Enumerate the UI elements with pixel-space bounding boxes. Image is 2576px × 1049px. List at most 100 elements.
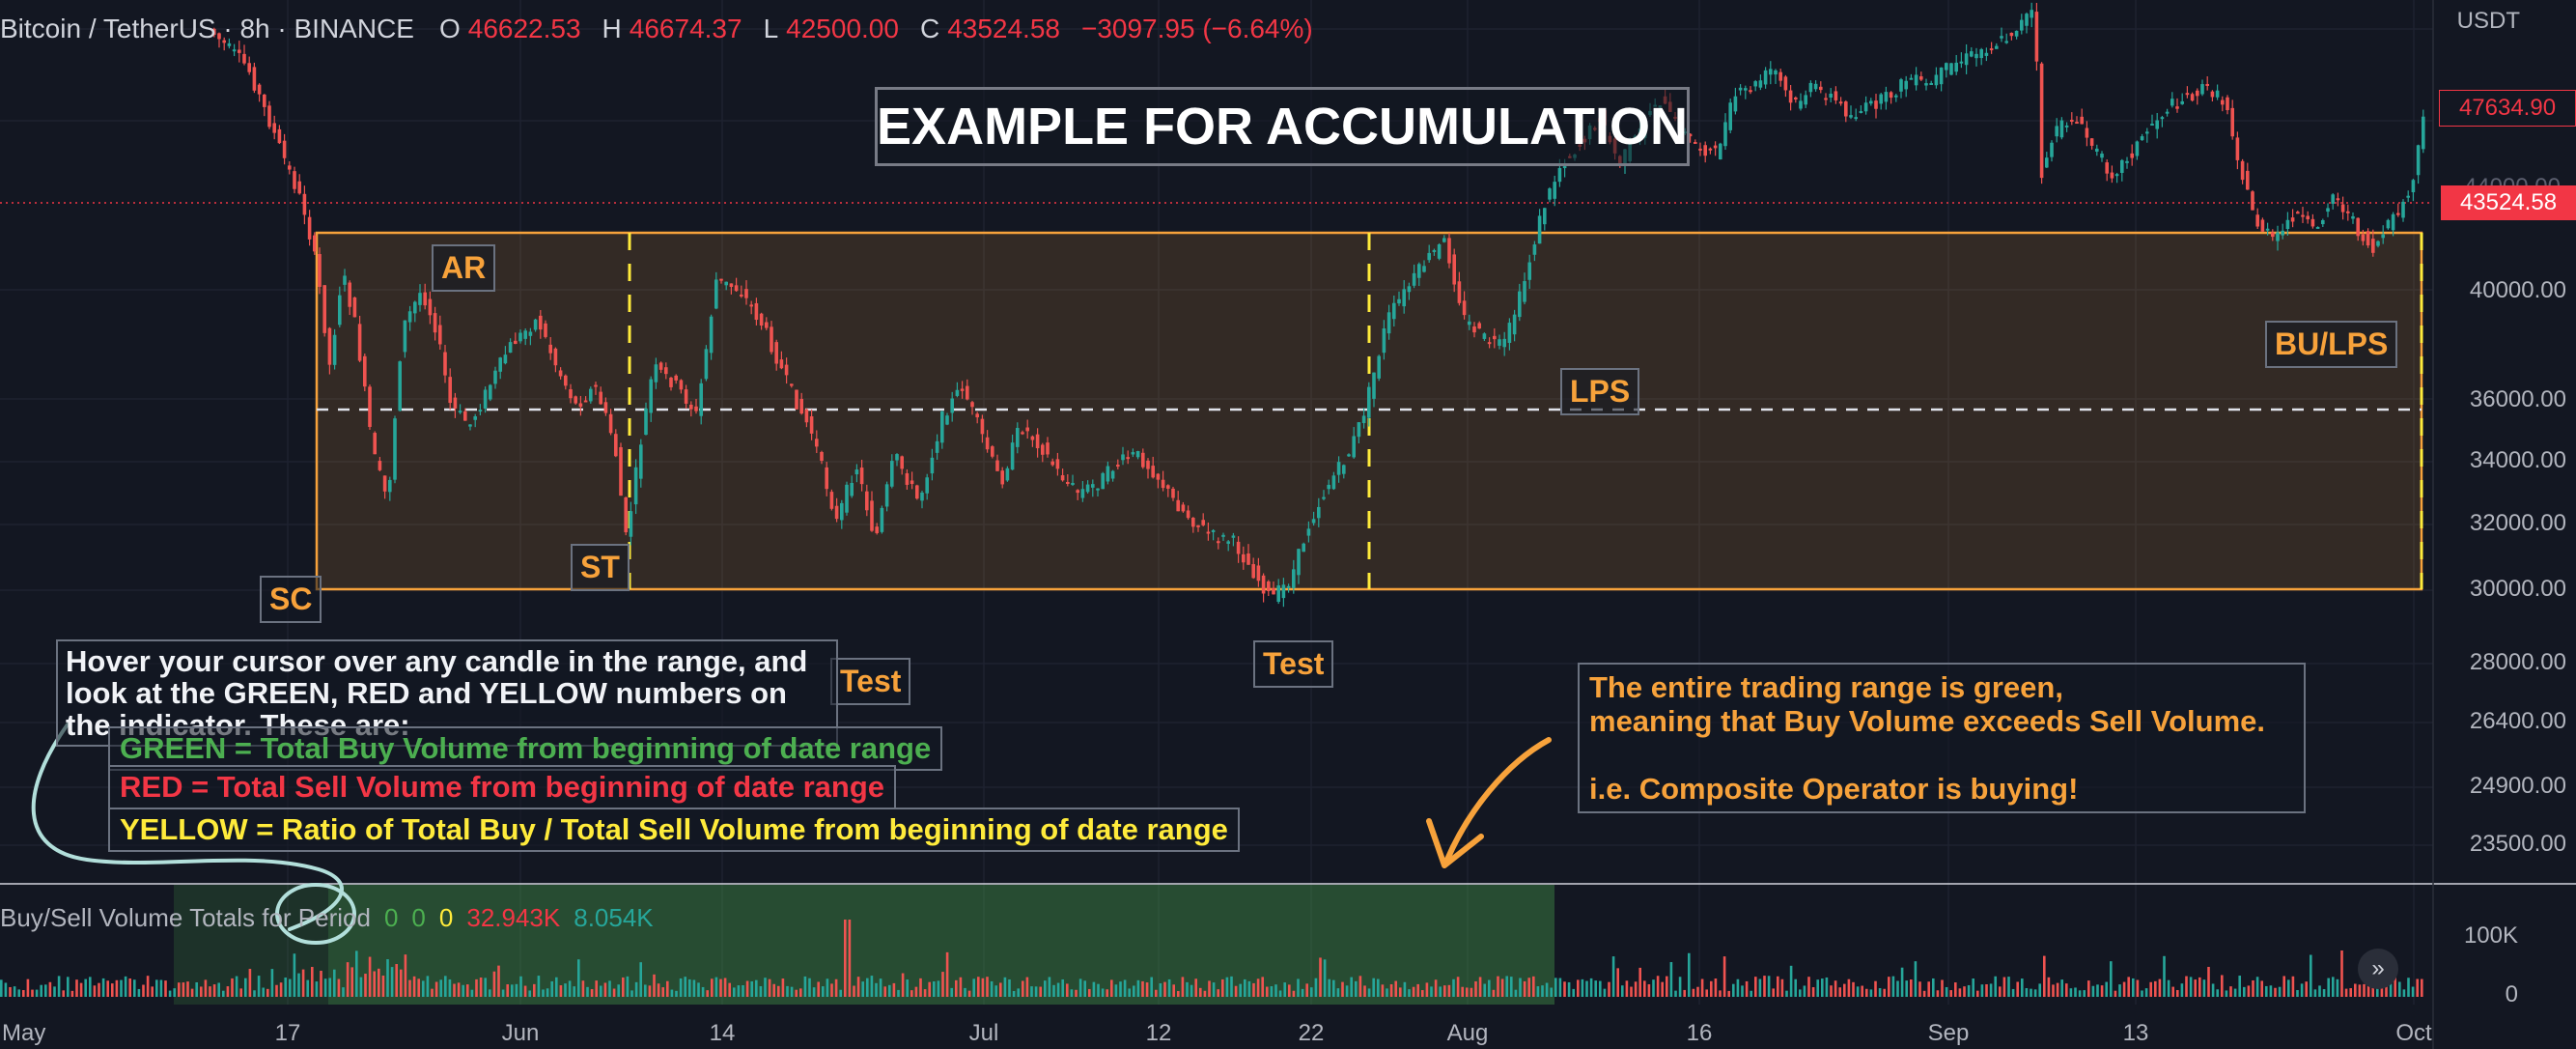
candle-body: [1030, 436, 1035, 440]
price-tick: 30000.00: [2469, 576, 2566, 602]
candle-body: [438, 325, 442, 345]
candle-body: [2396, 213, 2400, 215]
volume-bar: [2416, 978, 2419, 997]
candle-body: [263, 94, 266, 107]
scroll-to-realtime-button[interactable]: »: [2358, 949, 2398, 989]
candle-body: [1945, 63, 1948, 71]
volume-bar: [617, 984, 620, 997]
candle-body: [2391, 213, 2395, 231]
volume-bar: [1989, 983, 1993, 997]
candle-body: [2120, 159, 2124, 173]
candle-body: [2114, 174, 2119, 177]
volume-bar: [337, 978, 341, 997]
candle-body: [654, 364, 658, 383]
candle-body: [1548, 188, 1552, 200]
volume-bar: [523, 985, 527, 997]
volume-bar: [2310, 954, 2312, 997]
volume-bar: [1452, 978, 1455, 997]
candle-body: [1808, 82, 1813, 93]
volume-bar: [2038, 983, 2041, 997]
candle-body: [2140, 136, 2144, 141]
candle-body: [1819, 86, 1823, 91]
volume-bar: [453, 983, 456, 997]
candle-body: [2100, 154, 2104, 158]
volume-bar: [1688, 952, 1691, 997]
candle-body: [1106, 466, 1110, 482]
volume-bar: [1186, 981, 1189, 997]
volume-bar: [1403, 981, 1407, 997]
volume-bar: [2252, 979, 2254, 997]
candle-body: [2034, 12, 2039, 62]
candle-body: [1708, 148, 1713, 151]
volume-bar: [1572, 988, 1575, 997]
candle-body: [247, 63, 251, 72]
candle-body: [1974, 53, 1978, 59]
volume-bar: [1421, 990, 1424, 997]
candle-body: [1989, 48, 1994, 51]
volume-bar: [1386, 988, 1388, 997]
volume-bar: [1022, 980, 1024, 997]
volume-bar: [2030, 988, 2032, 997]
volume-bar: [1599, 980, 1602, 997]
symbol-title[interactable]: Bitcoin / TetherUS · 8h · BINANCE: [0, 14, 414, 43]
volume-bar: [1891, 976, 1895, 997]
candle-body: [1407, 286, 1412, 293]
candle-body: [393, 418, 397, 480]
volume-bar: [2287, 979, 2290, 997]
volume-bar: [2402, 989, 2406, 997]
candle-body: [2185, 93, 2190, 96]
candle-body: [930, 457, 935, 474]
candle-body: [2381, 234, 2385, 239]
candle-body: [382, 475, 387, 492]
candle-body: [920, 492, 924, 501]
volume-bar: [1505, 976, 1508, 997]
candle-body: [1813, 83, 1818, 90]
high-value: 46674.37: [629, 14, 742, 43]
candle-body: [468, 424, 472, 427]
volume-bar: [2421, 978, 2423, 997]
volume-bar: [35, 989, 39, 997]
candle-body: [1452, 254, 1456, 285]
volume-bar: [89, 977, 92, 997]
candle-body: [1171, 488, 1175, 498]
volume-bar: [31, 989, 34, 997]
volume-bar: [897, 989, 900, 997]
candle-body: [2315, 226, 2320, 229]
candle-body: [493, 370, 497, 384]
candle-body: [1286, 585, 1291, 588]
volume-bar: [164, 980, 167, 997]
candle-body: [2331, 194, 2335, 204]
volume-bar: [239, 988, 242, 997]
volume-bar: [1705, 989, 1708, 997]
volume-bar: [1603, 988, 1607, 997]
volume-bar: [479, 978, 483, 997]
volume-bar: [994, 985, 997, 997]
candle-body: [1854, 117, 1858, 120]
candle-body: [288, 165, 292, 170]
volume-bar: [301, 969, 305, 997]
volume-bar: [577, 959, 580, 997]
volume-bar: [1252, 982, 1255, 997]
volume-bar: [1056, 982, 1060, 997]
volume-bar: [612, 988, 616, 997]
candle-body: [463, 411, 467, 421]
volume-bar: [146, 976, 150, 997]
candle-body: [1066, 481, 1070, 484]
volume-bar: [1488, 979, 1491, 997]
volume-bar: [826, 978, 829, 997]
indicator-name[interactable]: Buy/Sell Volume Totals for Period: [0, 902, 371, 932]
volume-bar: [1155, 989, 1158, 997]
candle-body: [2205, 83, 2209, 86]
volume-bar: [315, 981, 319, 997]
volume-bar: [2411, 986, 2415, 997]
candle-body: [1397, 298, 1401, 304]
volume-bar: [506, 984, 509, 997]
volume-bar: [67, 977, 70, 997]
green-definition-note: GREEN = Total Buy Volume from beginning …: [108, 726, 943, 771]
indicator-legend[interactable]: Buy/Sell Volume Totals for Period 0 0 0 …: [0, 900, 654, 935]
candle-body: [2356, 217, 2360, 237]
trading-range-note: The entire trading range is green, meani…: [1578, 663, 2306, 813]
candle-body: [1211, 529, 1216, 532]
